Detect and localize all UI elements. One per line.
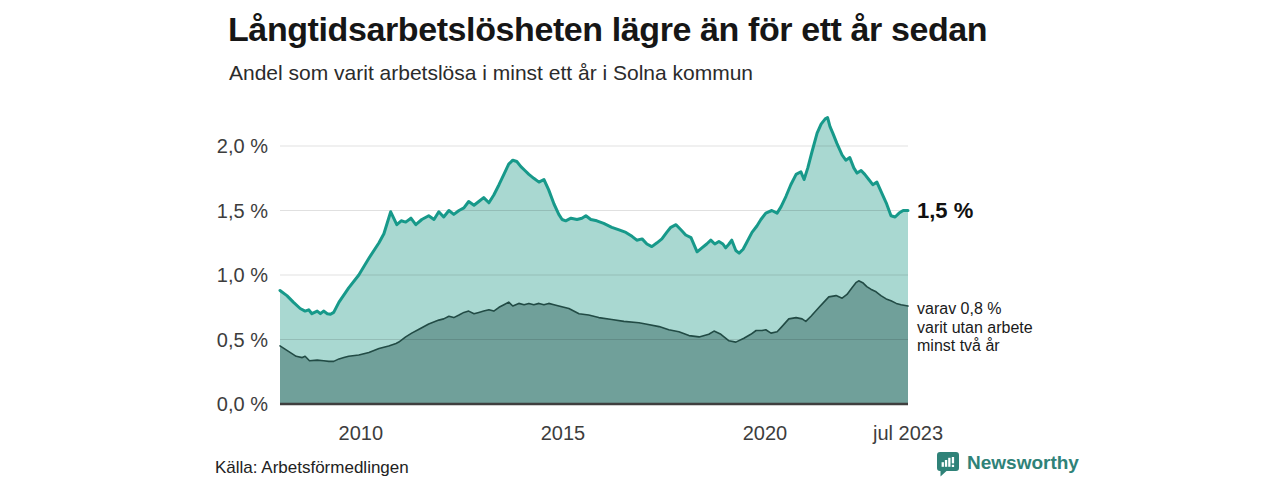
series2-annotation-line2: varit utan arbete [917, 319, 1033, 338]
series-end-value-label: 1,5 % [917, 198, 973, 224]
series2-annotation: varav 0,8 % varit utan arbete minst två … [917, 300, 1033, 356]
series2-annotation-line1: varav 0,8 % [917, 300, 1033, 319]
x-tick-label-2010: 2010 [339, 422, 384, 444]
y-tick-label-2: 2,0 % [217, 135, 268, 157]
newsworthy-icon [936, 451, 960, 477]
y-tick-label-1.5: 1,5 % [217, 200, 268, 222]
x-tick-label-2015: 2015 [541, 422, 586, 444]
brand-logo: Newsworthy [936, 451, 1079, 477]
area-chart: 0,0 % 0,5 % 1,0 % 1,5 % 2,0 % 2010 2015 2020 jul… [0, 0, 1280, 480]
brand-name: Newsworthy [967, 452, 1079, 474]
x-tick-label-jul-2023: jul 2023 [872, 422, 943, 444]
y-tick-label-0.5: 0,5 % [217, 329, 268, 351]
source-attribution: Källa: Arbetsförmedlingen [215, 458, 409, 478]
y-tick-label-0: 0,0 % [217, 393, 268, 415]
series2-annotation-line3: minst två år [917, 337, 1033, 356]
x-tick-label-2020: 2020 [743, 422, 788, 444]
chart-card: Långtidsarbetslösheten lägre än för ett … [0, 0, 1280, 480]
y-tick-label-1: 1,0 % [217, 264, 268, 286]
